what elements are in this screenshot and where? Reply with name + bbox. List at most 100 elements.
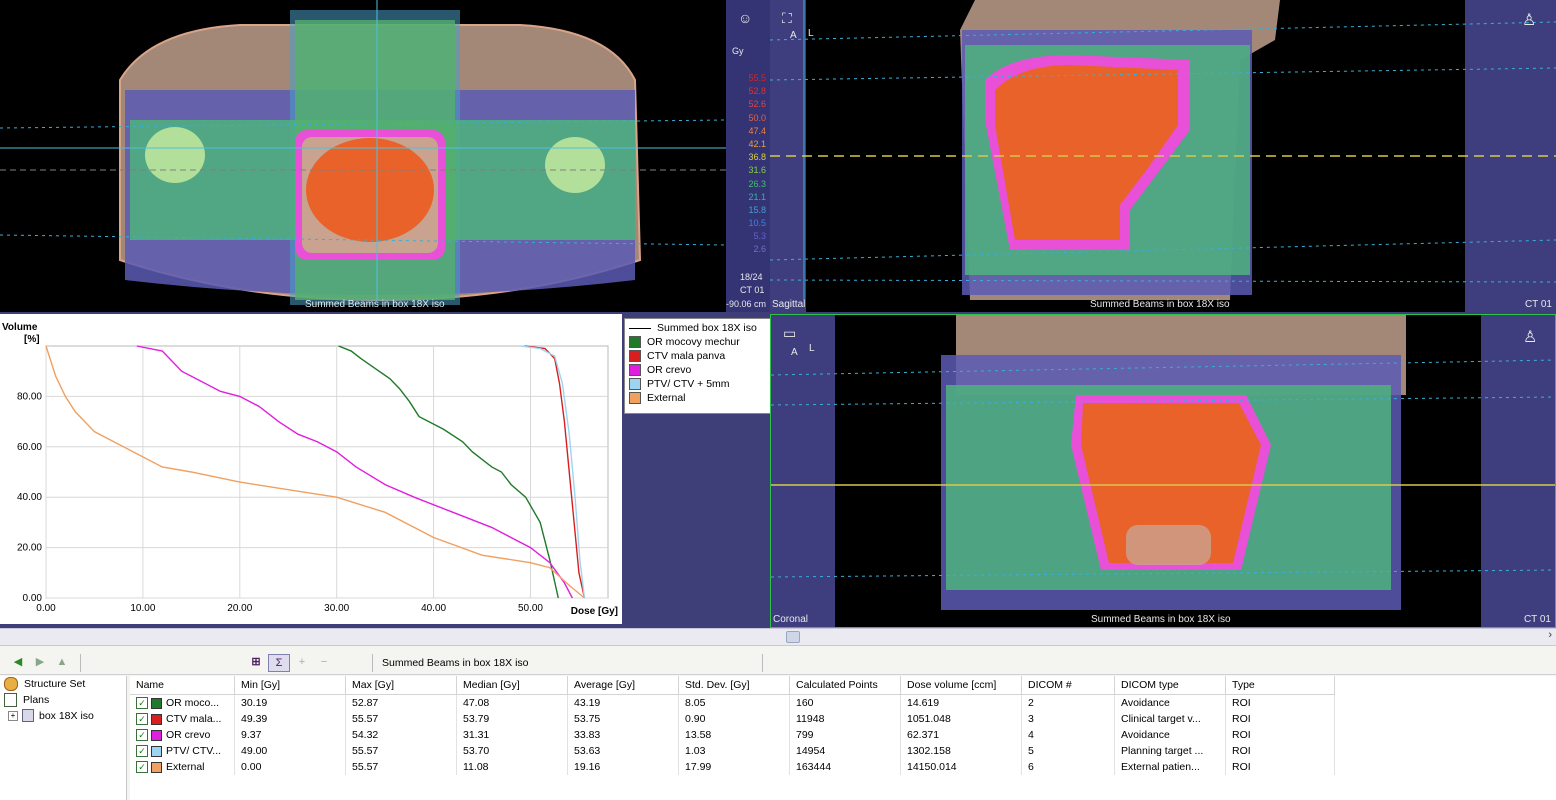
table-cell: ✓ CTV mala... <box>130 711 235 727</box>
column-header[interactable]: Calculated Points <box>789 676 901 695</box>
column-header[interactable]: Name <box>130 676 235 695</box>
dvh-chart-panel: 0.00 10.00 20.00 30.00 40.00 50.00 0.00 20.00 40… <box>0 314 622 624</box>
column-header[interactable]: DICOM type <box>1114 676 1226 695</box>
orientation-l: L <box>808 28 814 39</box>
tree-item-plans[interactable]: Plans <box>4 692 49 707</box>
sagittal-view[interactable]: ⛶ A L ♙ Sagittal Summed Beams in box 18X… <box>770 0 1556 312</box>
table-cell: 4 <box>1021 727 1115 743</box>
column-header[interactable]: Average [Gy] <box>567 676 679 695</box>
coronal-view[interactable]: ▭ A L ♙ Coronal Summed Beams in box 18X … <box>770 314 1556 628</box>
column-header[interactable]: DICOM # <box>1021 676 1115 695</box>
patient-orientation-icon[interactable]: ⛶ <box>782 10 792 26</box>
y-tick-label: 0.00 <box>23 593 43 604</box>
coronal-orientation-l: L <box>809 343 815 354</box>
column-header[interactable]: Max [Gy] <box>345 676 457 695</box>
table-cell: 62.371 <box>900 727 1022 743</box>
table-cell: ROI <box>1225 743 1335 759</box>
dose-scale-value: 2.6 <box>753 244 766 255</box>
up-arrow-icon[interactable]: ▲ <box>56 656 68 668</box>
horizontal-scrollbar[interactable]: › <box>0 628 1556 646</box>
dvh-legend: Summed box 18X iso OR mocovy mechur CTV m… <box>624 318 774 414</box>
column-header[interactable]: Dose volume [ccm] <box>900 676 1022 695</box>
table-cell: ROI <box>1225 694 1335 711</box>
table-cell: 55.57 <box>345 759 457 775</box>
table-row[interactable]: ✓ PTV/ CTV... 49.00 55.57 53.70 53.63 1.03 1495… <box>130 743 1335 759</box>
dose-scale-value: 52.6 <box>748 99 766 110</box>
transverse-view[interactable]: Summed Beams in box 18X iso <box>0 0 726 312</box>
dose-scale-value: 5.3 <box>753 231 766 242</box>
table-cell: Avoidance <box>1114 727 1226 743</box>
dose-scale-value: 55.5 <box>748 73 766 83</box>
table-cell: 55.57 <box>345 743 457 759</box>
back-arrow-icon[interactable]: ◀ <box>13 656 23 668</box>
dose-scale-value: 42.1 <box>748 138 766 149</box>
column-header[interactable]: Type <box>1225 676 1335 695</box>
sum-dose-icon[interactable]: Σ <box>268 654 290 672</box>
table-cell: 9.37 <box>234 727 346 743</box>
table-row[interactable]: ✓ OR moco... 30.19 52.87 47.08 43.19 8.05 160 14… <box>130 694 1335 711</box>
table-cell: 19.16 <box>567 759 679 775</box>
column-header[interactable]: Std. Dev. [Gy] <box>678 676 790 695</box>
coronal-person-icon[interactable]: ♙ <box>1523 329 1538 346</box>
visibility-checkbox[interactable]: ✓ <box>136 761 148 774</box>
coronal-orientation-icon[interactable]: ▭ <box>783 325 797 341</box>
visibility-checkbox[interactable]: ✓ <box>136 697 148 710</box>
column-header[interactable]: Min [Gy] <box>234 676 346 695</box>
dvh-table-icon[interactable]: ⊞ <box>251 656 261 668</box>
tree-item-structure-set[interactable]: Structure Set <box>4 676 85 691</box>
table-cell: 49.39 <box>234 711 346 727</box>
dvh-curve <box>338 345 559 599</box>
x-tick-label: 0.00 <box>36 603 56 614</box>
visibility-checkbox[interactable]: ✓ <box>136 713 148 726</box>
transverse-series: CT 01 <box>740 285 765 295</box>
x-tick-label: 40.00 <box>421 603 446 614</box>
dvh-curve <box>45 345 585 599</box>
table-cell: Avoidance <box>1114 694 1226 711</box>
table-cell: 54.32 <box>345 727 457 743</box>
dose-scale-panel: ☺ Gy 55.5 52.8 52.6 50.0 47.4 42.1 36.8 31.6 26.… <box>726 0 770 312</box>
add-icon[interactable]: + <box>298 656 306 668</box>
table-cell: ROI <box>1225 711 1335 727</box>
forward-arrow-icon[interactable]: ▶ <box>35 656 45 668</box>
tree-label-structure-set: Structure Set <box>24 677 86 690</box>
table-cell: External patien... <box>1114 759 1226 775</box>
person-icon[interactable]: ♙ <box>1522 12 1537 29</box>
table-row[interactable]: ✓ OR crevo 9.37 54.32 31.31 33.83 13.58 799 62.3… <box>130 727 1335 743</box>
x-axis-label: Dose [Gy] <box>571 606 618 617</box>
visibility-checkbox[interactable]: ✓ <box>136 745 148 758</box>
y-axis-label: Volume <box>2 322 38 333</box>
table-cell: 1.03 <box>678 743 790 759</box>
table-cell: Planning target ... <box>1114 743 1226 759</box>
transverse-view-icon[interactable]: ☺ <box>738 10 753 26</box>
table-cell: 8.05 <box>678 694 790 711</box>
bottom-toolbar: ◀ ▶ ▲ ⊞ Σ + − Summed Beams in box 18X is… <box>0 652 1556 675</box>
sagittal-series: CT 01 <box>1524 299 1552 310</box>
remove-icon[interactable]: − <box>320 656 328 668</box>
structure-color-swatch <box>151 729 162 741</box>
column-header[interactable]: Median [Gy] <box>456 676 568 695</box>
table-cell: 11.08 <box>456 759 568 775</box>
dose-scale-value: 47.4 <box>748 125 766 136</box>
dvh-curve <box>524 345 586 599</box>
coronal-series: CT 01 <box>1523 614 1551 625</box>
table-row[interactable]: ✓ External 0.00 55.57 11.08 19.16 17.99 163444 1… <box>130 759 1335 775</box>
tree-item-plan[interactable]: + box 18X iso <box>8 708 94 723</box>
table-cell: 5 <box>1021 743 1115 759</box>
structure-set-icon <box>4 676 18 691</box>
table-cell: 3 <box>1021 711 1115 727</box>
table-cell: 799 <box>789 727 901 743</box>
scroll-right-icon[interactable]: › <box>1548 629 1552 641</box>
table-cell: 53.75 <box>567 711 679 727</box>
scroll-thumb[interactable] <box>786 631 800 643</box>
table-cell: 55.57 <box>345 711 457 727</box>
table-cell: 1302.158 <box>900 743 1022 759</box>
bottom-panel: ◀ ▶ ▲ ⊞ Σ + − Summed Beams in box 18X is… <box>0 646 1556 800</box>
expand-icon[interactable]: + <box>8 710 18 721</box>
dvh-curve <box>136 345 573 599</box>
table-cell: 14.619 <box>900 694 1022 711</box>
visibility-checkbox[interactable]: ✓ <box>136 729 148 742</box>
table-cell: ✓ OR crevo <box>130 727 235 743</box>
table-cell: 47.08 <box>456 694 568 711</box>
legend-label: External <box>647 392 686 404</box>
table-row[interactable]: ✓ CTV mala... 49.39 55.57 53.79 53.75 0.90 1194… <box>130 711 1335 727</box>
